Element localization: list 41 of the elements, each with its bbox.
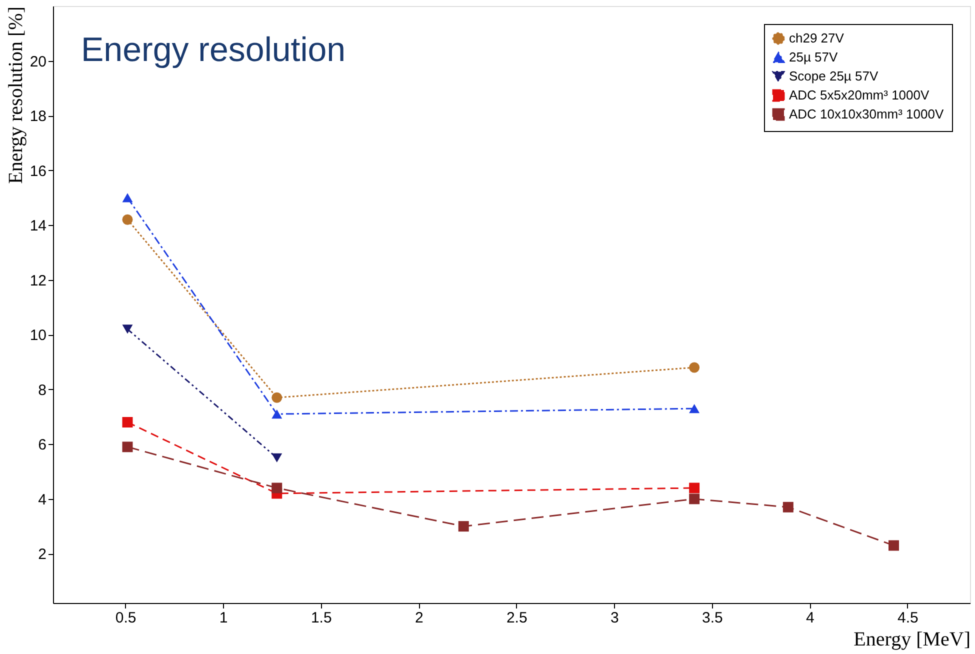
point: [122, 193, 133, 202]
y-tick-label: 8: [38, 382, 46, 399]
y-tick-label: 16: [30, 162, 46, 180]
x-tick-label: 3.5: [702, 610, 723, 626]
y-tick-label: 4: [38, 491, 46, 508]
point: [782, 502, 794, 512]
point: [689, 404, 700, 414]
y-tick-label: 10: [30, 327, 46, 344]
point: [272, 392, 282, 403]
point: [272, 410, 282, 419]
y-axis-title: Energy resolution [%]: [4, 6, 27, 184]
point: [272, 482, 282, 494]
x-tick-label: 4: [806, 610, 814, 626]
x-tick-label: 1: [219, 610, 228, 626]
y-tick-label: 20: [30, 53, 46, 70]
point: [689, 362, 700, 373]
x-tick-label: 2.5: [506, 610, 528, 626]
legend-label: ADC 10x10x30mm³ 1000V: [789, 106, 944, 122]
point: [689, 494, 700, 504]
x-tick-label: 4.5: [898, 610, 918, 626]
y-tick-label: 18: [30, 108, 46, 126]
y-tick-label: 14: [30, 218, 46, 235]
legend-label: Scope 25µ 57V: [789, 68, 878, 84]
x-tick-label: 0.5: [115, 610, 136, 626]
y-tick-label: 12: [30, 272, 46, 290]
y-tick-label: 6: [38, 436, 46, 454]
text: Energy resolution: [81, 31, 346, 69]
point: [122, 442, 133, 452]
point: [888, 540, 899, 551]
x-tick-label: 3: [610, 610, 619, 626]
point: [122, 417, 133, 428]
x-tick-label: 2: [414, 610, 424, 626]
point: [458, 521, 469, 532]
legend-label: ch29 27V: [789, 30, 844, 46]
point: [689, 482, 700, 494]
legend-label: 25µ 57V: [789, 50, 838, 64]
point: [122, 214, 133, 225]
x-axis-title: Energy [MeV]: [854, 628, 970, 650]
legend-label: ADC 5x5x20mm³ 1000V: [789, 88, 930, 102]
y-tick-label: 2: [38, 546, 46, 564]
x-tick-label: 1.5: [310, 610, 332, 626]
